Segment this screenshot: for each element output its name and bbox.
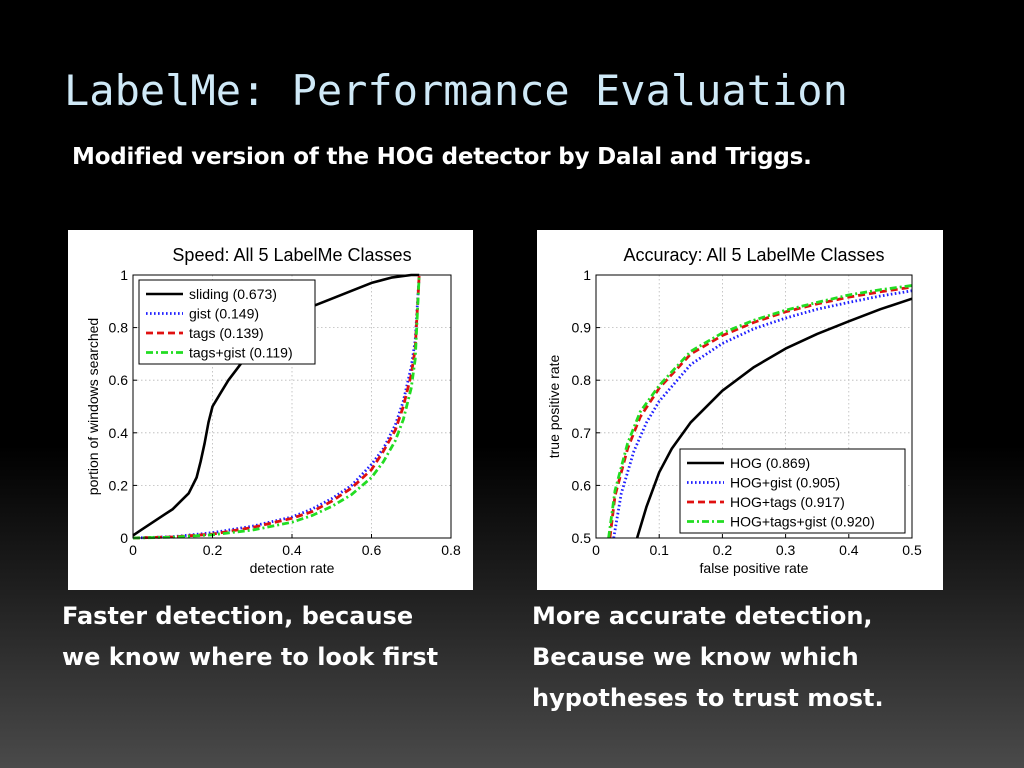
x-tick-label: 0 [129, 542, 137, 558]
x-tick-label: 0.5 [902, 542, 922, 558]
y-tick-label: 0.4 [109, 425, 129, 441]
legend: sliding (0.673) gist (0.149) tags (0.139) t… [138, 279, 316, 365]
y-axis-label: portion of windows searched [85, 318, 101, 495]
x-tick-label: 0.6 [362, 542, 382, 558]
x-tick-label: 0.8 [441, 542, 461, 558]
y-tick-label: 0.9 [572, 320, 592, 336]
y-tick-label: 1 [583, 267, 591, 283]
series-line-1 [612, 289, 913, 539]
accuracy-chart: 0 0.1 0.2 0.3 0.4 0.5 0.5 0.6 0.7 0.8 0.9 1 Accuracy… [546, 245, 922, 576]
y-axis-label: true positive rate [546, 355, 562, 459]
x-tick-label: 0 [592, 542, 600, 558]
chart-title: Accuracy: All 5 LabelMe Classes [623, 245, 884, 265]
x-tick-label: 0.4 [282, 542, 302, 558]
x-tick-label: 0.3 [776, 542, 796, 558]
x-tick-label: 0.2 [713, 542, 733, 558]
speed-chart-panel: 0 0.2 0.4 0.6 0.8 0 0.2 0.4 0.6 0.8 1 Speed: All 5 … [68, 230, 473, 590]
y-tick-label: 0.7 [572, 425, 592, 441]
legend-label-0: HOG (0.869) [730, 455, 810, 471]
x-tick-label: 0.1 [649, 542, 669, 558]
y-tick-label: 1 [120, 267, 128, 283]
legend-label-1: HOG+gist (0.905) [730, 475, 840, 491]
y-tick-label: 0.8 [109, 320, 129, 336]
x-tick-label: 0.4 [839, 542, 859, 558]
y-tick-label: 0.6 [109, 372, 129, 388]
legend-label-2: HOG+tags (0.917) [730, 494, 845, 510]
series-line-0 [635, 297, 913, 539]
chart-title: Speed: All 5 LabelMe Classes [172, 245, 411, 265]
series-line-3 [607, 284, 913, 539]
x-axis-label: detection rate [250, 560, 335, 576]
accuracy-chart-panel: 0 0.1 0.2 0.3 0.4 0.5 0.5 0.6 0.7 0.8 0.9 1 Accuracy… [537, 230, 943, 590]
y-tick-label: 0.8 [572, 372, 592, 388]
slide-title: LabelMe: Performance Evaluation [64, 66, 848, 115]
caption-left: Faster detection, because we know where … [62, 596, 438, 678]
legend-label-3: HOG+tags+gist (0.920) [730, 514, 875, 530]
caption-right-line-1: More accurate detection, [532, 602, 873, 630]
y-tick-label: 0.2 [109, 477, 129, 493]
caption-right: More accurate detection, Because we know… [532, 596, 884, 719]
plot-frame [595, 274, 913, 539]
caption-left-line-2: we know where to look first [62, 643, 439, 671]
caption-left-line-1: Faster detection, because [62, 602, 414, 630]
legend: HOG (0.869) HOG+gist (0.905) HOG+tags (0.9… [679, 448, 906, 534]
y-tick-label: 0 [120, 530, 128, 546]
legend-label-0: sliding (0.673) [189, 286, 277, 302]
caption-right-line-2: Because we know which [532, 643, 859, 671]
y-tick-label: 0.6 [572, 477, 592, 493]
x-axis-label: false positive rate [700, 560, 809, 576]
legend-label-3: tags+gist (0.119) [189, 345, 293, 361]
series-line-0 [132, 273, 420, 537]
legend-label-2: tags (0.139) [189, 325, 264, 341]
series-line-3 [132, 274, 421, 540]
legend-label-1: gist (0.149) [189, 306, 259, 322]
caption-right-line-3: hypotheses to trust most. [532, 684, 884, 712]
speed-chart: 0 0.2 0.4 0.6 0.8 0 0.2 0.4 0.6 0.8 1 Speed: All 5 … [85, 245, 461, 576]
slide-subtitle: Modified version of the HOG detector by … [72, 144, 812, 170]
y-tick-label: 0.5 [572, 530, 592, 546]
x-tick-label: 0.2 [203, 542, 223, 558]
